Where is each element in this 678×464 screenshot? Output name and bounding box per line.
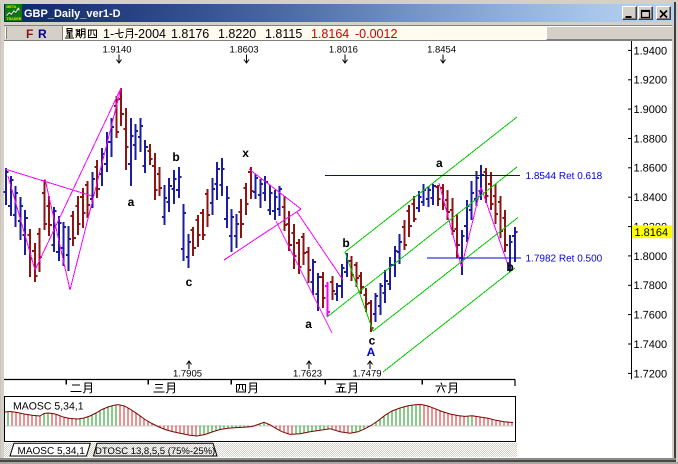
svg-text:1.8800: 1.8800	[634, 133, 668, 145]
svg-text:1.9140: 1.9140	[102, 45, 131, 56]
svg-text:1.7800: 1.7800	[634, 280, 668, 292]
svg-text:1.8454: 1.8454	[427, 45, 456, 56]
svg-text:1.9000: 1.9000	[634, 104, 668, 116]
svg-text:1.8600: 1.8600	[634, 163, 668, 175]
svg-text:META: META	[6, 5, 16, 9]
svg-text:1.7479: 1.7479	[352, 369, 381, 380]
svg-text:DTOSC 13,8,5,5 (75%-25%): DTOSC 13,8,5,5 (75%-25%)	[95, 446, 215, 457]
svg-text:A: A	[367, 345, 376, 359]
svg-text:b: b	[172, 150, 179, 164]
svg-text:1.8016: 1.8016	[329, 45, 358, 56]
svg-text:a: a	[436, 156, 443, 170]
svg-text:1.8164: 1.8164	[635, 227, 669, 239]
svg-text:x: x	[242, 146, 249, 160]
svg-text:MAOSC 5,34,1: MAOSC 5,34,1	[18, 446, 86, 457]
svg-text:b: b	[506, 260, 513, 274]
svg-text:c: c	[369, 334, 376, 348]
svg-text:1.8400: 1.8400	[634, 192, 668, 204]
svg-text:1.8603: 1.8603	[229, 45, 258, 56]
svg-text:1.7400: 1.7400	[634, 339, 668, 351]
svg-text:1.7905: 1.7905	[173, 369, 202, 380]
svg-text:a: a	[305, 317, 312, 331]
svg-text:b: b	[342, 236, 349, 250]
svg-text:1.7200: 1.7200	[634, 368, 668, 380]
svg-text:c: c	[186, 275, 193, 289]
svg-text:1.7623: 1.7623	[293, 369, 322, 380]
svg-text:TRADER: TRADER	[6, 17, 21, 21]
svg-text:1.9200: 1.9200	[634, 75, 668, 87]
svg-text:1.9400: 1.9400	[634, 45, 668, 57]
svg-text:a: a	[128, 195, 135, 209]
svg-text:1.8000: 1.8000	[634, 251, 668, 263]
svg-text:1.7600: 1.7600	[634, 310, 668, 322]
svg-text:MAOSC 5,34,1: MAOSC 5,34,1	[13, 401, 84, 413]
svg-text:1.8544 Ret 0.618: 1.8544 Ret 0.618	[526, 171, 603, 182]
svg-text:1.7982 Ret 0.500: 1.7982 Ret 0.500	[526, 253, 603, 264]
